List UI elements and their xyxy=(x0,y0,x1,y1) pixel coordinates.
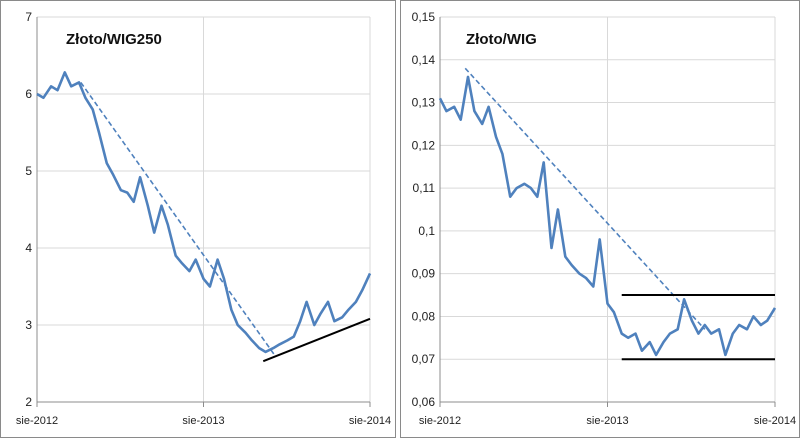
y-tick-label: 0,08 xyxy=(412,309,436,323)
y-tick-label: 7 xyxy=(25,10,32,24)
x-tick-label: sie-2014 xyxy=(754,415,796,427)
y-tick-label: 2 xyxy=(25,395,32,409)
y-tick-label: 5 xyxy=(25,164,32,178)
y-tick-label: 4 xyxy=(25,241,32,255)
axis-layer xyxy=(36,17,371,407)
y-tick-label: 0,1 xyxy=(418,224,435,238)
tick-label-layer: 0,06 0,07 0,08 0,09 0,1 0,11 0,12 0,13 0,14 0,15 s… xyxy=(412,10,796,427)
x-tick-label: sie-2013 xyxy=(586,415,628,427)
y-tick-label: 0,11 xyxy=(413,181,436,195)
trendline-layer xyxy=(80,81,371,363)
x-tick-label: sie-2012 xyxy=(419,415,461,427)
tick-label-layer: 2 3 4 5 6 7 sie-2012 sie-2013 sie-2014 xyxy=(16,10,391,427)
x-tick-label: sie-2012 xyxy=(16,415,58,427)
trendline-layer xyxy=(464,67,775,361)
x-tick-label: sie-2014 xyxy=(349,415,391,427)
chart-panel-zloto-wig250: 2 3 4 5 6 7 sie-2012 sie-2013 sie-2014 Złoto/WIG… xyxy=(0,0,396,438)
x-tick-label: sie-2013 xyxy=(182,415,224,427)
axis-layer xyxy=(439,17,776,407)
chart-panel-zloto-wig: 0,06 0,07 0,08 0,09 0,1 0,11 0,12 0,13 0,14 0,15 s… xyxy=(400,0,800,438)
y-tick-label: 0,06 xyxy=(412,395,436,409)
y-tick-label: 3 xyxy=(25,318,32,332)
trendline-dashed xyxy=(464,67,706,330)
y-tick-label: 0,12 xyxy=(412,138,436,152)
trendline-solid xyxy=(262,317,371,363)
chart-frame xyxy=(400,0,800,438)
y-tick-label: 0,09 xyxy=(412,267,436,281)
chart-frame xyxy=(0,0,396,438)
series-line xyxy=(438,75,777,357)
series-line xyxy=(36,71,372,354)
chart-title: Złoto/WIG250 xyxy=(66,31,162,48)
grid-layer xyxy=(37,16,371,402)
y-tick-label: 6 xyxy=(25,87,32,101)
y-tick-label: 0,13 xyxy=(412,96,436,110)
series-layer xyxy=(36,71,372,354)
y-tick-label: 0,07 xyxy=(412,352,436,366)
chart-title: Złoto/WIG xyxy=(466,31,537,48)
series-layer xyxy=(438,75,777,357)
y-tick-label: 0,14 xyxy=(412,53,436,67)
y-tick-label: 0,15 xyxy=(412,10,436,24)
